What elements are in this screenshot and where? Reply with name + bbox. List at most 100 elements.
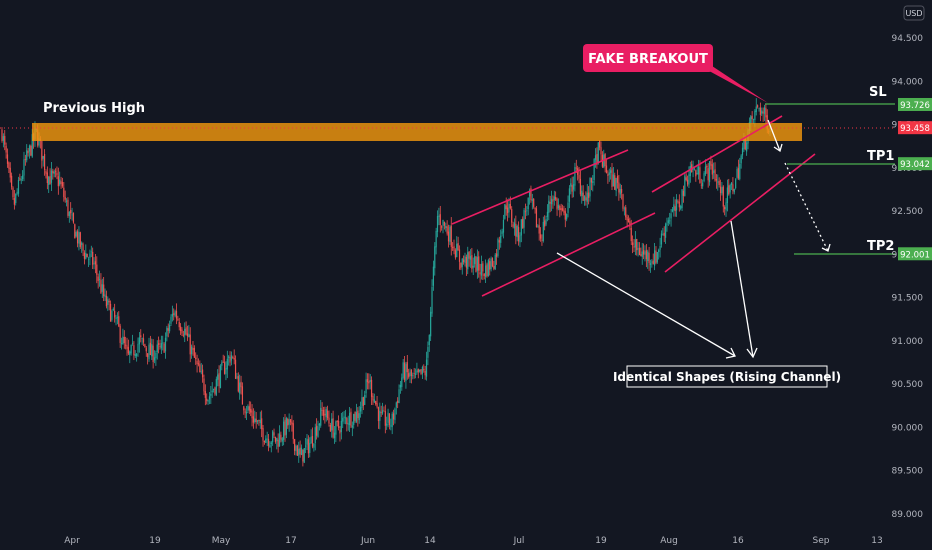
candle-body — [98, 278, 101, 280]
tp1-label: TP1 — [867, 149, 894, 164]
candle-body — [190, 346, 193, 355]
candle-body — [680, 206, 682, 209]
candle-body — [381, 410, 384, 414]
candle-body — [59, 179, 61, 185]
candle-body — [644, 251, 646, 255]
candle-body — [57, 176, 59, 187]
candle-body — [632, 242, 634, 246]
candle-body — [744, 138, 746, 150]
candle-body — [118, 316, 120, 327]
candle-body — [234, 359, 237, 379]
candle-body — [28, 145, 31, 152]
price-badge — [898, 247, 932, 261]
candle-body — [303, 448, 305, 463]
resistance-zone[interactable] — [32, 123, 802, 141]
candle-body — [703, 173, 705, 182]
candle-body — [182, 334, 184, 336]
candle-body — [184, 328, 186, 336]
candle-body — [30, 145, 32, 156]
candle-body — [651, 261, 653, 263]
candle-body — [398, 389, 400, 404]
candle-body — [523, 209, 525, 228]
x-tick-label: 14 — [424, 536, 436, 546]
candle-body — [365, 379, 367, 394]
candle-body — [11, 175, 13, 187]
candle-body — [361, 397, 363, 408]
fake-breakout-callout[interactable]: FAKE BREAKOUT — [583, 44, 768, 103]
candle-body — [305, 445, 307, 447]
candle-body — [412, 375, 414, 377]
candle-body — [468, 251, 470, 259]
candle-body — [508, 203, 510, 213]
candle-body — [61, 182, 64, 187]
candle-body — [322, 409, 325, 416]
candle-body — [498, 240, 500, 243]
candle-body — [659, 245, 661, 250]
candle-body — [318, 423, 320, 426]
candle-body — [126, 345, 128, 349]
candle-body — [369, 380, 371, 382]
candle-body — [236, 376, 238, 378]
candle-body — [346, 418, 348, 425]
candle-body — [317, 426, 319, 437]
candle-body — [266, 438, 268, 440]
candle-body — [402, 362, 404, 378]
candle-body — [285, 418, 287, 435]
candle-body — [27, 150, 29, 154]
candle-body — [695, 170, 697, 177]
candle-body — [332, 418, 334, 438]
projected-path — [767, 119, 831, 252]
candle-body — [439, 214, 441, 226]
candle-body — [248, 406, 250, 411]
candle-body — [217, 374, 219, 380]
candle-body — [674, 206, 676, 212]
candle-body — [570, 183, 572, 187]
candle-body — [16, 191, 18, 194]
candle-body — [142, 338, 145, 343]
identical-shapes-label-box[interactable]: Identical Shapes (Rising Channel) — [613, 365, 841, 388]
candle-body — [292, 423, 294, 440]
candle-body — [67, 199, 69, 216]
candle-body — [163, 343, 165, 353]
candle-body — [320, 407, 322, 426]
candle-body — [392, 413, 395, 420]
candle-body — [409, 371, 411, 377]
candle-body — [287, 419, 289, 426]
candle-body — [754, 110, 756, 120]
candle-body — [339, 429, 341, 434]
price-badge-label: 93.458 — [900, 124, 930, 134]
y-tick-label: 91.500 — [892, 294, 924, 304]
candle-body — [325, 409, 327, 418]
candle-body — [160, 343, 162, 349]
candle-body — [50, 170, 53, 183]
candle-body — [568, 188, 571, 202]
candle-body — [689, 165, 691, 177]
y-tick-label: 94.500 — [892, 34, 924, 44]
candle-body — [724, 207, 726, 210]
candle-body — [226, 358, 228, 370]
candle-body — [373, 399, 375, 403]
candle-body — [214, 387, 216, 394]
candle-body — [537, 226, 539, 228]
candle-body — [677, 201, 679, 203]
candle-body — [567, 202, 569, 213]
candle-body — [732, 184, 734, 191]
candle-body — [663, 232, 665, 236]
currency-badge[interactable] — [903, 5, 925, 21]
candle-body — [103, 284, 105, 297]
candle-body — [645, 250, 647, 260]
candle-body — [355, 412, 358, 422]
candle-body — [671, 209, 674, 212]
shape-arrows — [556, 220, 758, 359]
candle-body — [203, 378, 205, 392]
candle-body — [715, 179, 718, 181]
candle-body — [273, 432, 275, 436]
candle-body — [230, 355, 233, 361]
candle-body — [370, 379, 373, 397]
time-axis[interactable]: Apr 19 May 17 Jun 14 Jul 19 Aug 16 Sep 13 — [64, 536, 883, 546]
tp2-label: TP2 — [867, 239, 894, 254]
candle-body — [566, 214, 568, 220]
rising-channel-1[interactable] — [451, 149, 656, 297]
candle-body — [64, 197, 66, 200]
